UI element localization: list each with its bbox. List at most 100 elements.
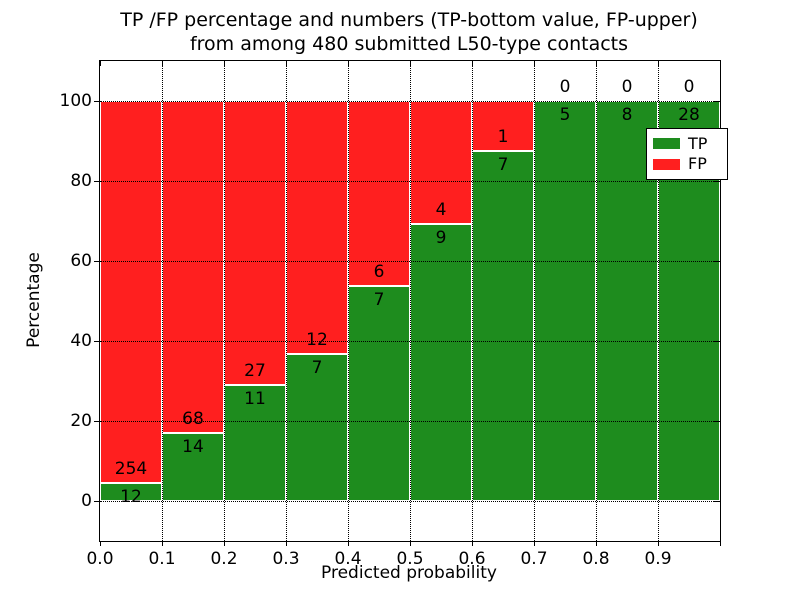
- x-tick-mark: [409, 541, 411, 546]
- gridline-vertical: [410, 61, 411, 541]
- bar-label-tp: 11: [244, 389, 266, 410]
- x-tick-mark-top: [533, 61, 535, 66]
- bar-label-fp: 12: [306, 329, 328, 350]
- y-tick-mark: [94, 340, 100, 342]
- x-tick-label: 0.5: [396, 549, 424, 569]
- bar-segment-fp: [286, 101, 348, 354]
- bar-segment-fp: [100, 101, 162, 483]
- bar-label-fp: 0: [683, 77, 695, 97]
- legend-item-fp: FP: [653, 156, 721, 172]
- x-tick-mark-top: [161, 61, 163, 66]
- x-tick-mark: [161, 541, 163, 546]
- y-tick-mark-right: [714, 180, 720, 182]
- x-tick-mark: [657, 541, 659, 546]
- y-tick-mark: [94, 420, 100, 422]
- bar-label-tp: 7: [373, 289, 385, 310]
- legend: TP FP: [646, 128, 728, 180]
- bar-segment-fp: [224, 101, 286, 386]
- gridline-horizontal: [100, 101, 720, 102]
- x-tick-mark: [719, 541, 721, 546]
- x-tick-mark: [285, 541, 287, 546]
- bar-label-fp: 0: [621, 77, 633, 97]
- bar-segment-fp: [348, 101, 410, 286]
- bar-label-tp: 7: [311, 357, 323, 378]
- x-tick-label: 0.0: [86, 549, 114, 569]
- x-tick-mark-top: [657, 61, 659, 66]
- bar-segment-tp: [348, 285, 410, 501]
- x-tick-label: 0.7: [520, 549, 548, 569]
- x-tick-label: 0.6: [458, 549, 486, 569]
- y-tick-label: 0: [81, 491, 92, 511]
- bar-label-tp: 12: [120, 486, 142, 507]
- gridline-vertical: [472, 61, 473, 541]
- chart-title: TP /FP percentage and numbers (TP-bottom…: [99, 8, 719, 56]
- chart-title-line1: TP /FP percentage and numbers (TP-bottom…: [120, 9, 698, 31]
- gridline-vertical: [348, 61, 349, 541]
- bar-label-fp: 0: [559, 77, 571, 97]
- y-tick-label: 100: [59, 91, 92, 111]
- bar-segment-tp: [100, 482, 162, 501]
- x-tick-mark: [471, 541, 473, 546]
- x-tick-label: 0.4: [334, 549, 362, 569]
- gridline-vertical: [596, 61, 597, 541]
- gridline-horizontal: [100, 421, 720, 422]
- x-tick-mark: [595, 541, 597, 546]
- plot-area: TP FP 254 12 68 14 27 11 12 7 6 7 4 9 1 7 0 5 0 8 0 28 0.0 0.…: [60, 60, 728, 569]
- x-tick-mark-top: [719, 61, 721, 66]
- x-tick-mark: [99, 541, 101, 546]
- y-tick-mark: [94, 260, 100, 262]
- bar-label-fp: 6: [373, 261, 385, 282]
- x-tick-mark-top: [347, 61, 349, 66]
- bar-segment-tp: [472, 151, 534, 501]
- x-tick-mark-top: [285, 61, 287, 66]
- bar-label-tp: 9: [435, 228, 447, 249]
- x-tick-label: 0.9: [644, 549, 672, 569]
- bar-label-tp: 28: [678, 105, 700, 125]
- x-tick-mark-top: [595, 61, 597, 66]
- bar-segment-tp: [162, 432, 224, 501]
- bar-label-tp: 7: [497, 155, 509, 175]
- x-tick-mark: [347, 541, 349, 546]
- bar-label-fp: 254: [114, 458, 148, 479]
- bar-segment-tp: [410, 224, 472, 501]
- x-tick-label: 0.2: [210, 549, 238, 569]
- gridline-vertical: [286, 61, 287, 541]
- gridline-vertical: [658, 61, 659, 541]
- y-tick-mark-right: [714, 260, 720, 262]
- tp-color-swatch: [653, 138, 680, 150]
- gridline-vertical: [162, 61, 163, 541]
- y-tick-mark: [94, 180, 100, 182]
- bar-segment-tp: [534, 101, 596, 501]
- y-tick-label: 40: [70, 331, 92, 351]
- bar-label-fp: 1: [497, 127, 509, 147]
- gridline-vertical: [534, 61, 535, 541]
- legend-label-fp: FP: [688, 154, 707, 174]
- bar-segment-tp: [286, 353, 348, 501]
- x-tick-label: 0.3: [272, 549, 300, 569]
- bar-label-fp: 27: [244, 361, 266, 382]
- gridline-horizontal: [100, 181, 720, 182]
- legend-item-tp: TP: [653, 133, 721, 153]
- gridline-horizontal: [100, 341, 720, 342]
- y-tick-label: 20: [70, 411, 92, 431]
- bar-label-fp: 68: [182, 408, 204, 429]
- x-tick-mark-top: [409, 61, 411, 66]
- chart-title-line2: from among 480 submitted L50-type contac…: [189, 33, 629, 55]
- fp-color-swatch: [653, 158, 680, 170]
- y-tick-mark-right: [714, 100, 720, 102]
- y-tick-mark-right: [714, 340, 720, 342]
- bar-label-tp: 8: [621, 105, 633, 125]
- x-tick-label: 0.8: [582, 549, 610, 569]
- x-tick-mark: [223, 541, 225, 546]
- gridline-vertical: [224, 61, 225, 541]
- x-tick-mark-top: [99, 61, 101, 66]
- x-tick-mark: [533, 541, 535, 546]
- y-tick-mark-right: [714, 500, 720, 502]
- y-tick-label: 80: [70, 171, 92, 191]
- x-tick-label: 0.1: [148, 549, 176, 569]
- legend-label-tp: TP: [688, 133, 708, 153]
- bar-label-tp: 5: [559, 105, 571, 125]
- bar-label-fp: 4: [435, 200, 447, 221]
- x-tick-mark-top: [223, 61, 225, 66]
- bar-segment-fp: [162, 101, 224, 433]
